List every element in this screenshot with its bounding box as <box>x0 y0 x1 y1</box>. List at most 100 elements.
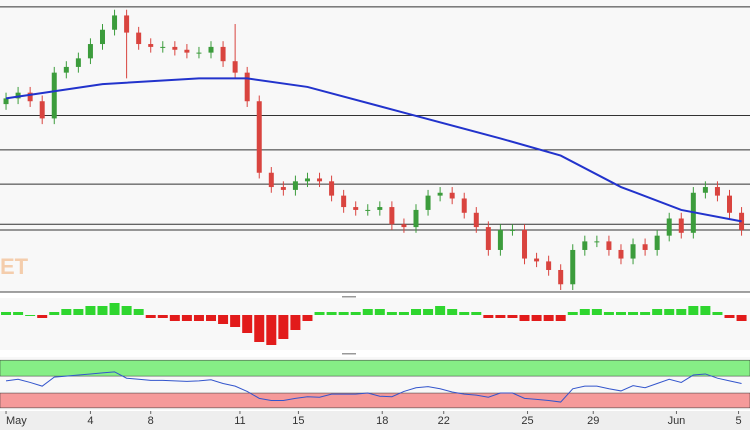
histogram-bar <box>61 309 72 315</box>
candle-body <box>534 258 540 262</box>
histogram-bar <box>206 315 217 321</box>
histogram-bar <box>362 309 373 315</box>
histogram-bar <box>712 312 723 315</box>
candle-body <box>377 207 383 210</box>
histogram-bar <box>398 312 409 315</box>
candle-body <box>341 195 347 208</box>
histogram-bar <box>615 312 626 315</box>
histogram-bar <box>73 309 84 315</box>
histogram-bar <box>338 312 349 315</box>
histogram-bar <box>579 309 590 315</box>
candle-body <box>75 58 81 67</box>
candle-body <box>702 187 708 193</box>
histogram-bar <box>278 315 289 339</box>
histogram-bar <box>386 312 397 315</box>
histogram-bar <box>218 315 229 324</box>
x-tick-label: 15 <box>292 415 304 427</box>
splitter[interactable] <box>342 296 356 298</box>
candle-body <box>365 209 371 211</box>
oscillator-line <box>5 371 742 403</box>
histogram-bar <box>290 315 301 330</box>
candle-body <box>570 249 576 285</box>
x-tick-label: 25 <box>521 415 533 427</box>
candle-body <box>51 72 57 119</box>
candle-body <box>112 15 118 30</box>
candle-body <box>714 187 720 196</box>
histogram-bar <box>302 315 313 321</box>
histogram-bar <box>1 312 12 315</box>
histogram-bar <box>531 315 542 321</box>
histogram-bar <box>145 315 156 318</box>
histogram-bar <box>495 315 506 318</box>
histogram-bar <box>724 315 735 318</box>
candle-body <box>63 66 69 73</box>
histogram-bar <box>133 309 144 315</box>
candle-body <box>39 101 45 119</box>
histogram-bar <box>410 309 421 315</box>
x-tick-label: 22 <box>438 415 450 427</box>
histogram-bar <box>603 312 614 315</box>
candle-body <box>546 261 552 270</box>
candle-body <box>280 187 286 190</box>
histogram-bar <box>326 312 337 315</box>
x-tick-label: Jun <box>668 415 686 427</box>
histogram-bar <box>459 312 470 315</box>
candle-body <box>473 212 479 228</box>
candle-body <box>232 61 238 73</box>
histogram-bar <box>181 315 192 321</box>
candle-body <box>304 178 310 182</box>
histogram-bar <box>314 312 325 315</box>
candle-body <box>666 218 672 236</box>
histogram-bar <box>49 312 60 315</box>
histogram-bar <box>652 309 663 315</box>
watermark: ET <box>0 254 29 279</box>
candle-body <box>558 269 564 285</box>
candle-body <box>654 235 660 250</box>
candle-body <box>184 49 190 53</box>
histogram-bar <box>193 315 204 321</box>
histogram-bar <box>85 306 96 315</box>
candle-body <box>99 29 105 45</box>
histogram-bar <box>519 315 530 321</box>
histogram-bar <box>435 306 446 315</box>
histogram-bar <box>676 309 687 315</box>
candle-body <box>437 192 443 196</box>
histogram-bar <box>423 309 434 315</box>
candle-body <box>642 244 648 250</box>
splitter[interactable] <box>342 353 356 355</box>
histogram-bar <box>543 315 554 321</box>
candle-body <box>172 46 178 50</box>
histogram-bar <box>628 312 639 315</box>
x-axis <box>0 411 750 430</box>
candle-body <box>727 195 733 213</box>
candle-body <box>594 241 600 243</box>
candle-body <box>244 72 250 102</box>
candle-body <box>606 241 612 250</box>
histogram-bar <box>109 303 120 315</box>
candle-body <box>461 198 467 213</box>
upper-band <box>0 359 750 377</box>
candle-body <box>618 249 624 259</box>
candle-body <box>389 207 395 225</box>
x-tick-label: 4 <box>87 415 93 427</box>
candle-body <box>268 172 274 188</box>
histogram-bar <box>242 315 253 333</box>
candle-body <box>509 229 515 231</box>
histogram-bar <box>97 306 108 315</box>
candle-body <box>124 15 130 33</box>
histogram-bar <box>447 309 458 315</box>
histogram-bar <box>121 306 132 315</box>
candle-body <box>160 46 166 48</box>
histogram-bar <box>266 315 277 345</box>
histogram-bar <box>25 315 36 316</box>
candle-body <box>329 181 335 196</box>
moving-average <box>5 77 742 223</box>
candle-body <box>425 195 431 210</box>
histogram-bar <box>555 315 566 321</box>
candle-body <box>449 192 455 199</box>
candle-body <box>196 52 202 54</box>
histogram-bar <box>374 309 385 315</box>
candle-body <box>678 218 684 233</box>
candle-body <box>485 227 491 250</box>
